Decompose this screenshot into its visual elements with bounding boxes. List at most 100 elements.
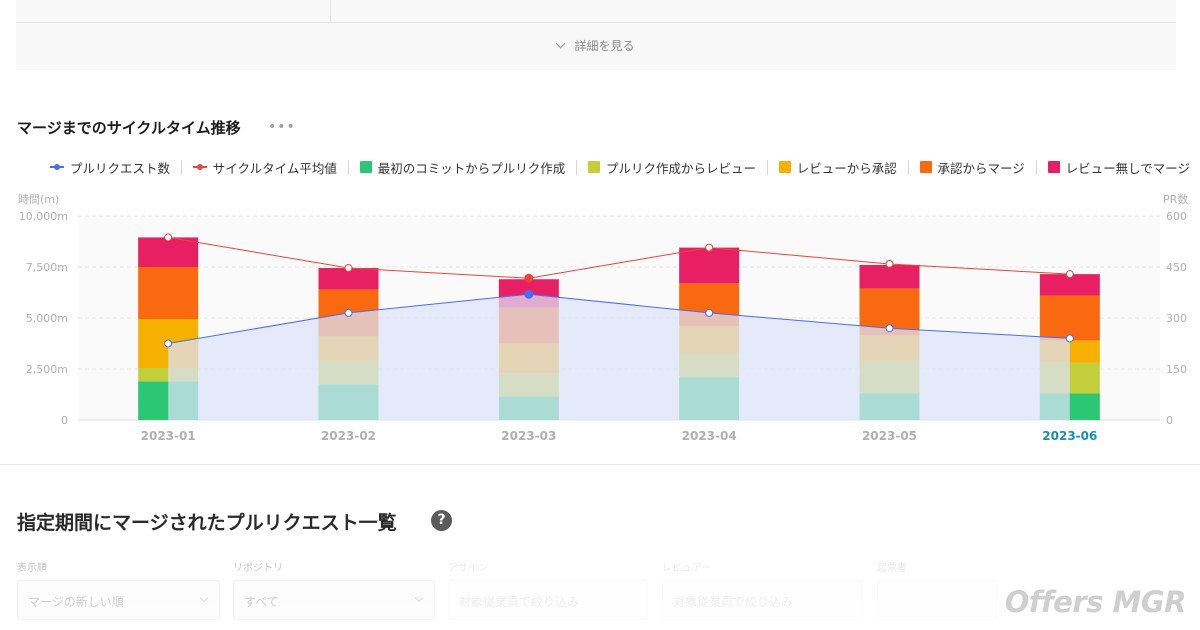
y-right-tick-label: 0 [1166,414,1173,427]
repository-filter: リポジトリ すべて [233,559,435,620]
bar-segment [1039,274,1100,296]
chevron-down-icon [199,593,209,603]
legend-label: サイクルタイム平均値 [212,160,337,176]
legend-item[interactable]: プルリクエスト数 [50,158,170,177]
avg-cycle-time-point [885,259,894,268]
table-cell-divider [330,0,331,22]
reviewer-label: レビュアー [662,563,712,574]
assignee-input[interactable]: 対象従業員で絞り込み [448,580,648,620]
legend-item[interactable]: レビュー無しでマージ [1047,158,1190,177]
pr-count-point [885,324,894,333]
chevron-down-icon [556,38,566,49]
pr-count-point [524,289,534,299]
show-details-label: 詳細を見る [574,39,635,53]
reviewer-placeholder: 対象従業員で絞り込み [673,595,794,609]
section-divider [0,464,1200,465]
pr-count-point [164,339,173,348]
y-left-tick-label: 5,000m [26,312,68,325]
assignee-placeholder: 対象従業員で絞り込み [459,595,580,609]
avg-cycle-time-point [705,243,714,252]
sort-order-value: マージの新しい順 [28,595,124,609]
reviewer-input[interactable]: 対象従業員で絞り込み [662,580,862,620]
legend-square-swatch [778,161,791,173]
legend-square-swatch [359,161,372,173]
legend-label: 最初のコミットからプルリク作成 [377,160,566,176]
sort-order-filter: 表示順 マージの新しい順 [17,559,220,620]
assignee-filter: アサイン 対象従業員で絞り込み [448,559,648,620]
cycle-time-chart: 0 2,500m 5,000m 7,500m 10,000m 0 150 300 450 600 時… [18,193,1188,443]
y-right-tick-label: 300 [1166,312,1187,325]
repository-select[interactable]: すべて [233,580,435,620]
x-tick-label: 2023-03 [501,429,556,443]
author-input[interactable] [877,580,997,620]
legend-square-swatch [1047,161,1060,173]
offers-mgr-logo: Offers MGR [1004,585,1187,619]
avg-cycle-time-line [168,236,1070,279]
pr-list-title: 指定期間にマージされたプルリクエスト一覧 [17,512,397,534]
bar-segment [318,268,379,290]
legend-line-swatch [50,164,64,170]
legend-item[interactable]: サイクルタイム平均値 [192,158,337,177]
pr-count-point [1065,334,1074,343]
legend-label: レビュー無しでマージ [1065,160,1190,176]
bar-segment [679,247,740,284]
chevron-down-icon [414,593,424,603]
legend-label: レビューから承認 [796,160,897,176]
legend-label: プルリクエスト数 [70,160,171,176]
x-tick-label: 2023-05 [862,429,917,443]
pr-count-area [168,294,1070,420]
legend-line-swatch [192,164,207,170]
show-details-button[interactable]: 詳細を見る [16,37,1176,54]
repository-label: リポジトリ [233,563,283,574]
avg-cycle-time-point [344,264,353,273]
y-left-axis-label: 時間(m) [18,193,59,206]
avg-cycle-time-point [164,233,173,242]
avg-cycle-time-point [524,273,534,283]
bar-segment [138,237,199,267]
legend-item[interactable]: 最初のコミットからプルリク作成 [359,158,566,177]
repository-value: すべて [244,595,279,609]
author-filter: 起票者 [877,559,997,620]
pr-count-point [344,308,353,317]
y-right-tick-label: 450 [1166,261,1187,274]
legend-item[interactable]: プルリク作成からレビュー [587,158,756,177]
y-left-tick-label: 0 [61,414,68,427]
table-row-divider [16,22,1176,23]
x-tick-label: 2023-06 [1042,429,1097,443]
chart-legend: プルリクエスト数 サイクルタイム平均値 最初のコミットからプルリク作成 プルリク作成か… [50,157,1190,177]
pr-count-line [168,293,1070,344]
question-circle-icon[interactable]: ? [431,510,452,531]
legend-item[interactable]: 承認からマージ [919,158,1025,177]
sort-order-label: 表示順 [17,563,47,574]
sort-order-select[interactable]: マージの新しい順 [17,580,220,620]
y-right-tick-label: 600 [1166,210,1187,223]
legend-separator [181,159,182,175]
bar-segment [138,267,199,320]
legend-label: 承認からマージ [937,160,1025,176]
x-tick-label: 2023-01 [141,429,196,443]
y-left-tick-label: 7,500m [26,261,68,274]
legend-separator [576,159,577,175]
legend-square-swatch [587,161,600,173]
chart-section-title: マージまでのサイクルタイム推移 [17,119,241,137]
bar-segment [1039,295,1100,341]
author-label: 起票者 [877,563,907,574]
reviewer-filter: レビュアー 対象従業員で絞り込み [662,559,862,620]
legend-separator [766,159,768,175]
assignee-label: アサイン [448,563,488,574]
y-right-tick-label: 150 [1166,363,1187,376]
legend-label: プルリク作成からレビュー [605,160,756,176]
x-tick-label: 2023-02 [321,429,376,443]
bar-segment [859,264,920,289]
legend-square-swatch [919,161,932,173]
y-left-tick-label: 2,500m [26,363,68,376]
filter-bar: 表示順 マージの新しい順 リポジトリ すべて アサイン 対象従業員で絞り込み レ… [17,559,1177,629]
avg-cycle-time-point [1065,270,1074,279]
ellipsis-icon[interactable]: ••• [268,119,296,135]
pr-count-point [705,308,714,317]
x-tick-label: 2023-04 [682,429,737,443]
legend-item[interactable]: レビューから承認 [778,158,897,177]
y-right-axis-label: PR数 [1163,193,1188,206]
legend-separator [907,159,909,175]
legend-separator [1035,159,1037,175]
